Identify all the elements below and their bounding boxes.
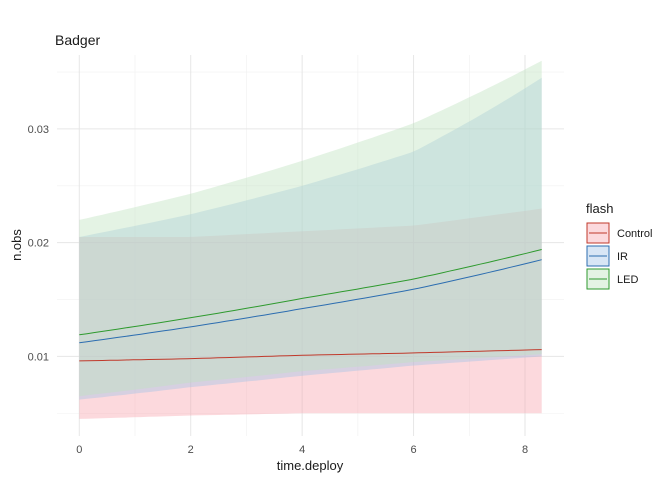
x-tick-label: 0 <box>76 444 82 456</box>
x-tick-label: 4 <box>299 444 305 456</box>
legend-label-led: LED <box>617 274 638 286</box>
line-control <box>79 349 542 362</box>
band-ir <box>79 77 542 400</box>
band-led <box>79 60 542 397</box>
chart-title: Badger <box>55 32 100 48</box>
legend-label-control: Control <box>617 228 652 240</box>
x-tick-label: 2 <box>188 444 194 456</box>
x-tick-label: 8 <box>522 444 528 456</box>
y-tick-label: 0.01 <box>28 351 49 363</box>
y-axis-ticks: 0.01 0.02 0.03 <box>28 124 49 363</box>
x-tick-label: 6 <box>411 444 417 456</box>
series-lines <box>79 249 542 362</box>
x-axis-title: time.deploy <box>277 458 344 473</box>
legend: flash Control IR LED <box>586 201 652 290</box>
confidence-bands <box>79 60 542 419</box>
y-tick-label: 0.03 <box>28 124 49 136</box>
grid-lines <box>57 55 564 436</box>
line-ir <box>79 259 542 344</box>
band-control <box>79 208 542 419</box>
y-axis-title: n.obs <box>9 229 24 261</box>
legend-label-ir: IR <box>617 251 628 263</box>
legend-title: flash <box>586 201 613 216</box>
y-tick-label: 0.02 <box>28 238 49 250</box>
x-axis-ticks: 0 2 4 6 8 <box>76 444 528 456</box>
line-led <box>79 249 542 336</box>
